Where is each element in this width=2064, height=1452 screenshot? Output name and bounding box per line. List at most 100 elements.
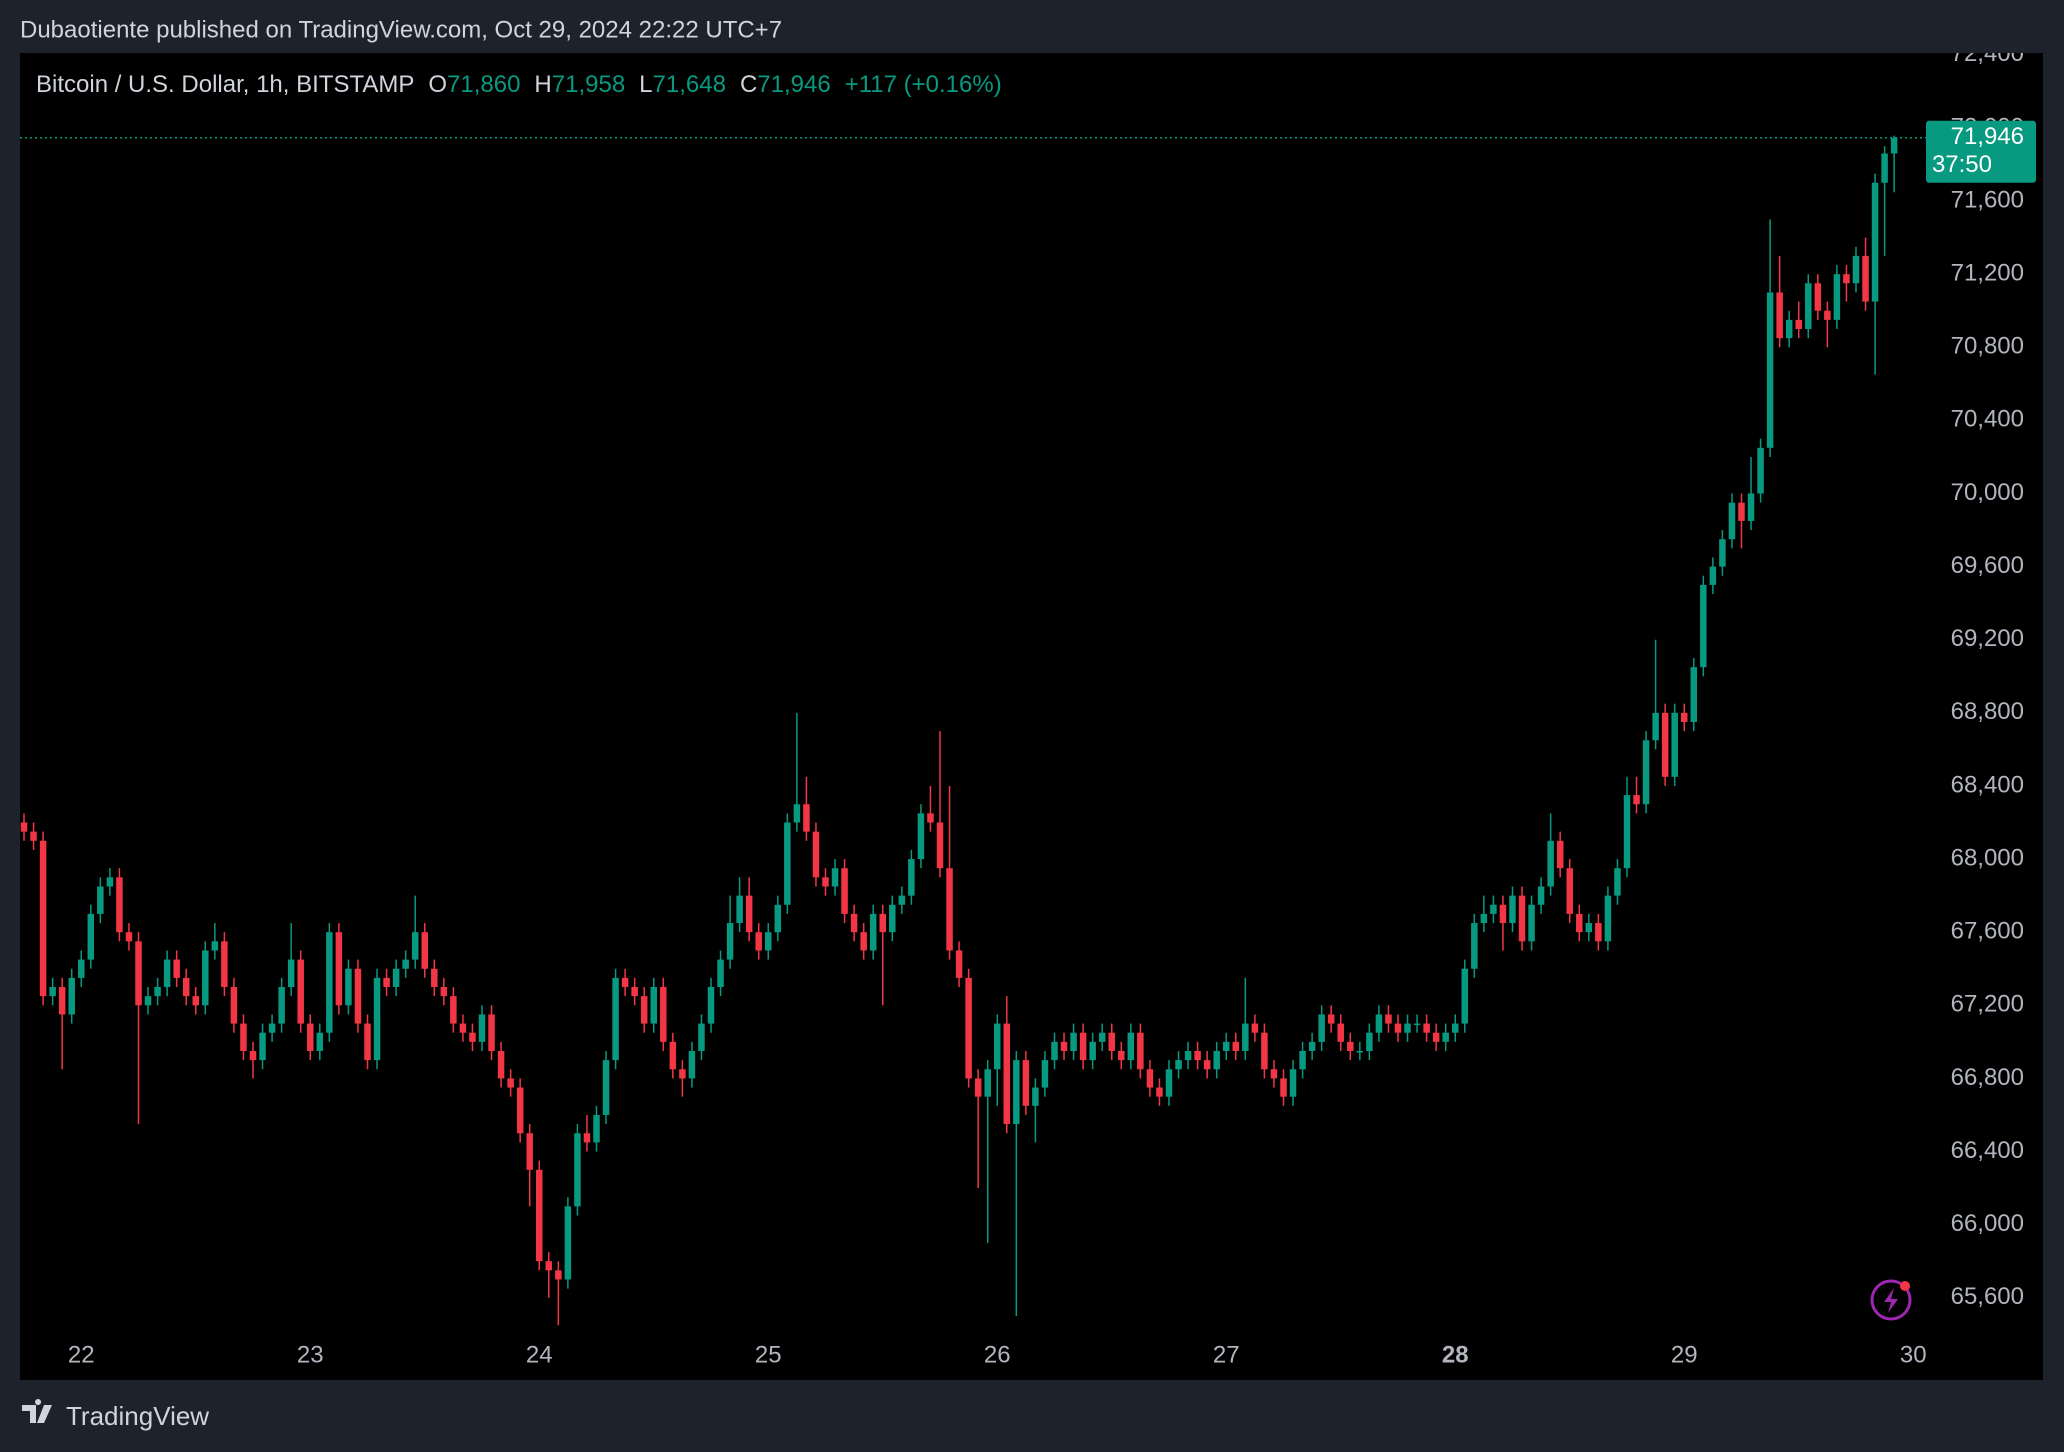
candle-body [1604,895,1612,942]
candle-body [717,959,724,988]
candle-body [87,913,95,960]
candle-body [440,987,448,997]
candle-body [908,859,915,896]
candle-body [1261,1032,1268,1070]
candle-body [1862,255,1869,302]
x-tick-label: 26 [984,1341,1011,1368]
candle-body [1013,1060,1020,1125]
candle-body [135,941,142,1006]
candle-body [812,831,820,878]
candle-body [1509,895,1516,924]
candle-body [1614,868,1621,896]
legend-key: C [740,71,757,98]
candle-body [297,959,304,1024]
candle-body [411,932,419,960]
candle-body [1184,1050,1192,1061]
legend: Bitcoin / U.S. Dollar, 1h, BITSTAMP O71,8… [36,71,1002,98]
candle-body [1518,895,1526,942]
candle-body [383,977,390,988]
candle-body [555,1270,562,1280]
candle-body [345,968,352,1006]
candle-body [278,987,285,1024]
candle-body [1318,1014,1325,1042]
candle-body [97,886,104,914]
candle-body [307,1023,314,1051]
candle-body [1194,1050,1201,1061]
y-tick-label: 68,000 [1951,844,2024,871]
candle-body [765,932,772,951]
candle-body [78,959,85,978]
candles: 65,600 66,000 66,400 66,800 67,200 67,600 68,0… [20,53,2024,1326]
candle-body [984,1069,991,1097]
candle-body [640,996,648,1024]
y-tick-label: 65,600 [1951,1283,2024,1310]
y-tick-label: 67,200 [1951,991,2024,1018]
candle-body [154,987,161,997]
candle-body [583,1133,591,1143]
candle-body [965,977,972,1079]
candle-body [602,1060,610,1115]
candle-body [192,996,199,1006]
candle-body [564,1206,572,1280]
candle-body [144,996,152,1006]
legend-value: 71,648 [653,71,726,98]
y-tick-label: 70,800 [1951,333,2024,360]
candle-body [392,968,400,988]
candle-body [1595,923,1602,942]
candle-body [1690,667,1698,722]
candle-body [869,913,877,951]
last-price-label: 71,946 [1951,123,2024,150]
last-price-badge [1926,120,2036,183]
candle-body [1060,1041,1068,1051]
candle-body [1480,913,1488,924]
candle-body [30,831,37,841]
candle-body [755,932,762,951]
candle-body [1757,447,1764,494]
candle-body [593,1114,600,1143]
candle-body [879,913,886,933]
candle-body [268,1023,276,1033]
candle-body [20,822,28,832]
candle-body [831,868,839,887]
candle-body [1700,584,1707,668]
lightning-icon [1870,1279,1912,1321]
candle-body [1490,904,1497,914]
candle-body [1280,1078,1287,1097]
x-tick-label: 28 [1442,1341,1469,1368]
y-tick-label: 67,600 [1951,918,2024,945]
candle-body [545,1261,553,1271]
legend-title: Bitcoin / U.S. Dollar, 1h, BITSTAMP [36,71,414,98]
candle-body [1108,1032,1115,1051]
candle-body [1814,283,1822,311]
candle-body [927,813,934,823]
candle-body [221,941,228,988]
candle-body [469,1032,476,1042]
candle-body [574,1133,581,1207]
candle-body [1175,1060,1182,1070]
candle-body [1623,795,1631,869]
candle-body [1881,153,1888,183]
candle-body [698,1023,705,1051]
candle-body [1041,1060,1049,1088]
legend-change: +117 (+0.16%) [845,71,1002,98]
candle-body [1680,712,1688,722]
published-line: Dubaotiente published on TradingView.com… [20,16,782,43]
candle-body [1098,1032,1106,1042]
brand-logo [22,1399,52,1423]
candle-body [1671,712,1678,777]
candle-body [1232,1041,1240,1051]
candle-body [335,932,343,1006]
plot-background [20,53,2043,1380]
candle-body [316,1032,324,1051]
x-tick-label: 24 [526,1341,553,1368]
candle-body [240,1023,247,1051]
candle-body [1566,868,1573,914]
candle-body [58,987,66,1015]
candle-body [631,987,638,997]
candle-body [1337,1023,1344,1042]
y-tick-label: 66,000 [1951,1210,2024,1237]
candle-body [774,904,782,933]
y-tick-label: 68,400 [1951,771,2024,798]
footer: TradingView [22,1399,209,1431]
candle-body [249,1050,257,1061]
